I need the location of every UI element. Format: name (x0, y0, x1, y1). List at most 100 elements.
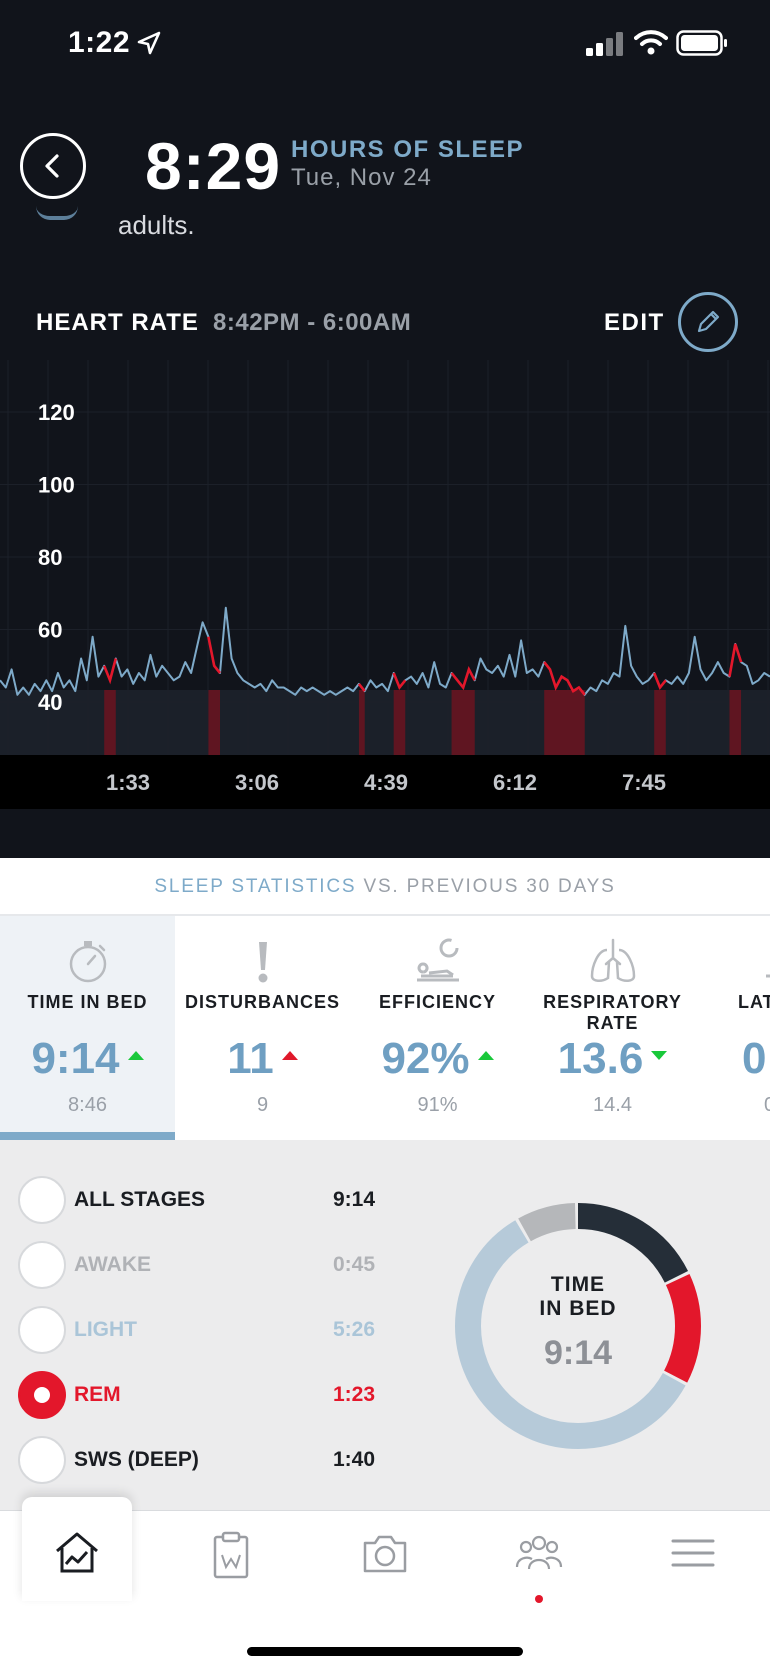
rem-band (451, 690, 475, 755)
sleep-date: Tue, Nov 24 (291, 164, 432, 191)
stage-rem[interactable]: REM 1:23 (18, 1371, 398, 1423)
metric-latency[interactable]: LAT 0 0 (700, 916, 770, 1140)
metrics-carousel[interactable]: TIME IN BED 9:14 8:46 DISTURBANCES 11 9 … (0, 914, 770, 1140)
rem-heart-rate-line (543, 661, 586, 696)
donut-segment (455, 1203, 701, 1449)
donut-value: 9:14 (543, 1334, 613, 1372)
sleeper-icon (416, 938, 459, 982)
y-tick-label: 40 (38, 690, 62, 715)
rem-band (393, 690, 406, 755)
latency-icon (766, 974, 770, 978)
rem-band (358, 690, 365, 755)
y-tick-label: 60 (38, 618, 62, 643)
donut-segment (455, 1203, 701, 1449)
edit-label[interactable]: EDIT (604, 309, 665, 336)
stage-sws-deep[interactable]: SWS (DEEP) 1:40 (18, 1436, 398, 1488)
x-tick-label: 4:39 (364, 770, 408, 795)
sleep-statistics-title: SLEEP STATISTICS (154, 876, 357, 897)
stage-radio[interactable] (18, 1306, 66, 1354)
stage-radio-selected[interactable] (18, 1371, 66, 1419)
metric-efficiency[interactable]: EFFICIENCY 92% 91% (350, 916, 525, 1140)
metric-label: TIME IN BED (27, 992, 148, 1012)
cellular-signal-icon (586, 32, 623, 56)
metric-label: LAT (738, 992, 770, 1012)
metric-value: 9:14 (0, 1034, 175, 1084)
lungs-icon (590, 938, 635, 982)
wifi-icon (634, 30, 668, 55)
bullet-icon (36, 206, 78, 220)
metric-value: 0 (742, 1034, 767, 1083)
stage-radio[interactable] (18, 1176, 66, 1224)
y-tick-label: 100 (38, 473, 75, 498)
stage-all-stages[interactable]: ALL STAGES 9:14 (18, 1176, 398, 1228)
stage-name: ALL STAGES (74, 1188, 206, 1211)
rem-heart-rate-line (357, 683, 366, 692)
community-icon (515, 1535, 563, 1570)
metric-previous: 0 (764, 1094, 770, 1117)
y-tick-label: 80 (38, 545, 62, 570)
sleep-statistics-header: SLEEP STATISTICS VS. PREVIOUS 30 DAYS (0, 858, 770, 914)
status-time: 1:22 (68, 26, 131, 59)
rem-heart-rate-line (728, 643, 743, 677)
menu-icon (671, 1539, 715, 1567)
stage-duration: 1:23 (333, 1383, 376, 1406)
metric-value: 11 (175, 1034, 350, 1084)
stage-awake[interactable]: AWAKE 0:45 (18, 1241, 398, 1293)
stage-duration: 9:14 (333, 1188, 376, 1211)
rem-band (544, 690, 585, 755)
clipboard-icon (213, 1531, 249, 1579)
sleep-hours-value: 8:29 (145, 129, 282, 203)
metric-label: EFFICIENCY (378, 992, 496, 1012)
home-chart-icon (56, 1532, 98, 1573)
bottom-tab-bar (0, 1497, 770, 1666)
tab-journal[interactable] (176, 1511, 286, 1601)
scrolled-text: adults. (118, 210, 195, 240)
camera-icon (363, 1535, 407, 1573)
pencil-icon (697, 310, 720, 333)
home-indicator (247, 1647, 523, 1656)
rem-band (729, 690, 742, 755)
trend-up-icon (281, 1050, 298, 1060)
heart-rate-time-range: 8:42PM - 6:00AM (213, 309, 412, 336)
stage-duration: 5:26 (333, 1318, 376, 1341)
metric-previous: 9 (256, 1094, 269, 1116)
stage-name: LIGHT (74, 1318, 137, 1341)
tab-home[interactable] (22, 1497, 132, 1601)
rem-band (104, 690, 116, 755)
notification-dot (535, 1595, 543, 1603)
metric-previous: 8:46 (68, 1094, 107, 1116)
rem-heart-rate-line (450, 666, 476, 691)
tab-community[interactable] (484, 1511, 594, 1601)
metric-respiratory-rate[interactable]: RESPIRATORY RATE 13.6 14.4 (525, 916, 700, 1140)
sleep-stages-panel: ALL STAGES 9:14 AWAKE 0:45 LIGHT 5:26 RE… (0, 1140, 770, 1510)
x-tick-label: 1:33 (106, 770, 150, 795)
rem-band (654, 690, 666, 755)
tab-menu[interactable] (638, 1511, 748, 1601)
stage-light[interactable]: LIGHT 5:26 (18, 1306, 398, 1358)
x-tick-label: 6:12 (493, 770, 537, 795)
stage-duration: 0:45 (333, 1253, 376, 1276)
donut-segment (455, 1203, 701, 1449)
stopwatch-icon (69, 941, 106, 983)
stage-duration: 1:40 (333, 1448, 376, 1471)
rem-band (208, 690, 220, 755)
tab-camera[interactable] (330, 1511, 440, 1601)
stage-name: REM (74, 1383, 121, 1406)
status-bar: 1:22 (0, 0, 770, 90)
metric-value: 92% (350, 1034, 525, 1084)
stage-radio[interactable] (18, 1436, 66, 1484)
trend-down-icon (651, 1050, 668, 1060)
y-tick-label: 120 (38, 400, 75, 425)
metric-previous: 91% (417, 1094, 458, 1116)
rem-heart-rate-line (392, 672, 407, 691)
metric-disturbances[interactable]: DISTURBANCES 11 9 (175, 916, 350, 1140)
metric-label: RESPIRATORY RATE (543, 992, 682, 1033)
back-button[interactable] (20, 133, 86, 199)
metric-time-in-bed[interactable]: TIME IN BED 9:14 8:46 (0, 916, 175, 1140)
metric-value: 13.6 (525, 1034, 700, 1084)
sleep-detail-header: 1:22 8:29 HOURS OF SLEEP Tue, Nov 24 adu… (0, 0, 770, 858)
x-axis-band (0, 755, 770, 809)
edit-button[interactable] (678, 292, 738, 352)
rem-heart-rate-line (102, 658, 118, 685)
stage-radio[interactable] (18, 1241, 66, 1289)
